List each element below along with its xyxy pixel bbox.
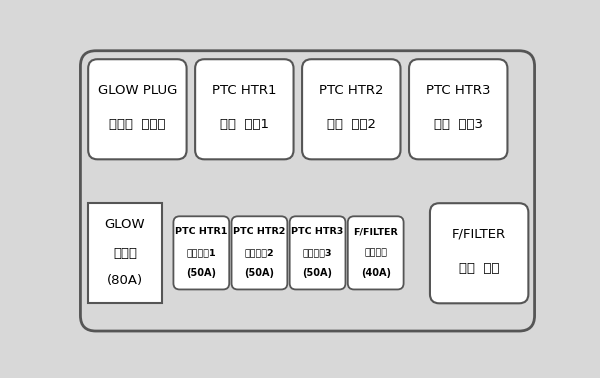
Text: PTC HTR1: PTC HTR1 <box>175 227 227 236</box>
Text: PTC HTR2: PTC HTR2 <box>233 227 286 236</box>
FancyBboxPatch shape <box>430 203 529 303</box>
FancyBboxPatch shape <box>302 59 401 159</box>
Text: PTC HTR3: PTC HTR3 <box>292 227 344 236</box>
Text: PTC HTR3: PTC HTR3 <box>426 84 490 96</box>
Text: 전열  히터2: 전열 히터2 <box>327 118 376 131</box>
FancyBboxPatch shape <box>80 51 535 331</box>
Text: (50A): (50A) <box>302 268 332 277</box>
Text: 글로우  플러그: 글로우 플러그 <box>109 118 166 131</box>
Text: (40A): (40A) <box>361 268 391 277</box>
FancyBboxPatch shape <box>348 216 404 290</box>
Text: GLOW: GLOW <box>104 218 145 231</box>
Text: 연료  필터: 연료 필터 <box>459 262 499 275</box>
Text: (50A): (50A) <box>187 268 217 277</box>
Text: (80A): (80A) <box>107 274 143 287</box>
Text: 전열  히터1: 전열 히터1 <box>220 118 269 131</box>
Text: 전열  히터3: 전열 히터3 <box>434 118 483 131</box>
Text: 전열히터1: 전열히터1 <box>187 249 216 258</box>
Text: F/FILTER: F/FILTER <box>452 228 506 240</box>
FancyBboxPatch shape <box>173 216 229 290</box>
FancyBboxPatch shape <box>88 203 162 303</box>
Text: GLOW PLUG: GLOW PLUG <box>98 84 177 96</box>
Text: (50A): (50A) <box>244 268 274 277</box>
Text: 연료필터: 연료필터 <box>364 249 387 258</box>
Text: 전열히터2: 전열히터2 <box>245 249 274 258</box>
Text: 글로우: 글로우 <box>113 247 137 260</box>
Text: 전열히터3: 전열히터3 <box>303 249 332 258</box>
FancyBboxPatch shape <box>232 216 287 290</box>
Text: PTC HTR2: PTC HTR2 <box>319 84 383 96</box>
FancyBboxPatch shape <box>195 59 293 159</box>
FancyBboxPatch shape <box>88 59 187 159</box>
FancyBboxPatch shape <box>409 59 508 159</box>
Text: PTC HTR1: PTC HTR1 <box>212 84 277 96</box>
Text: F/FILTER: F/FILTER <box>353 227 398 236</box>
FancyBboxPatch shape <box>290 216 346 290</box>
